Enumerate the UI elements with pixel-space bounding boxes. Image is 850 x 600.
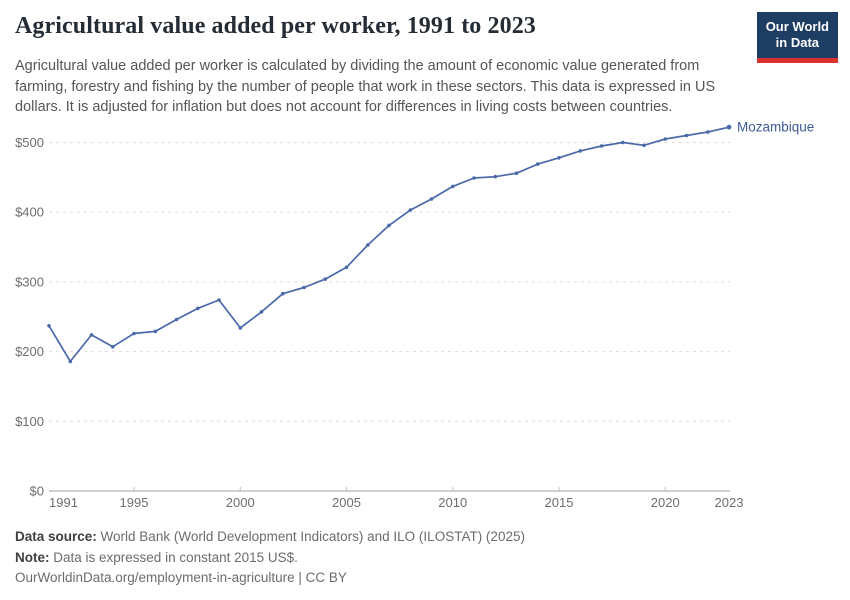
data-point[interactable] (536, 162, 540, 166)
data-point[interactable] (599, 144, 604, 148)
y-tick-label: $0 (30, 484, 44, 499)
owid-logo-line2: in Data (775, 35, 820, 51)
note-line: Note: Data is expressed in constant 2015… (15, 548, 525, 569)
chart-footer: Data source: World Bank (World Developme… (15, 527, 525, 589)
y-tick-label: $500 (15, 135, 44, 150)
data-point[interactable] (578, 149, 583, 153)
x-tick-label: 2005 (332, 495, 361, 510)
data-source-line: Data source: World Bank (World Developme… (15, 527, 525, 548)
data-point[interactable] (642, 143, 646, 148)
x-tick-label: 2015 (545, 495, 574, 510)
data-point[interactable] (472, 176, 476, 180)
x-tick-label: 2023 (715, 495, 744, 510)
data-point[interactable] (684, 133, 689, 138)
data-point[interactable] (111, 344, 115, 349)
data-point[interactable] (174, 317, 179, 322)
data-point[interactable] (344, 265, 349, 270)
data-line-mozambique[interactable] (48, 126, 730, 363)
owid-logo[interactable]: Our World in Data (756, 12, 838, 63)
data-point[interactable] (557, 156, 561, 160)
citation-link[interactable]: OurWorldinData.org/employment-in-agricul… (15, 570, 347, 585)
data-point[interactable] (153, 329, 158, 334)
data-point[interactable] (68, 359, 73, 364)
x-tick-label: 1995 (120, 495, 149, 510)
data-point[interactable] (663, 137, 668, 141)
data-point[interactable] (706, 130, 710, 134)
line-chart[interactable]: $0 $100 $200 $300 $400 $500 1991 1995 2000 2005 20… (0, 110, 850, 515)
data-source-label: Data source: (15, 529, 97, 544)
data-point[interactable] (451, 184, 455, 189)
data-point[interactable] (47, 324, 51, 328)
data-point[interactable] (302, 285, 306, 290)
x-tick-label: 2000 (226, 495, 255, 510)
note-text: Data is expressed in constant 2015 US$. (53, 549, 298, 565)
data-point[interactable] (89, 333, 94, 337)
data-point[interactable] (323, 277, 328, 281)
data-point[interactable] (726, 124, 732, 130)
page-title: Agricultural value added per worker, 199… (15, 13, 536, 39)
y-tick-label: $200 (15, 344, 44, 359)
x-tick-label: 2010 (438, 495, 467, 510)
data-point[interactable] (366, 243, 370, 247)
x-tick-label: 1991 (49, 495, 78, 510)
chart-subtitle: Agricultural value added per worker is c… (15, 58, 716, 116)
data-point[interactable] (621, 140, 625, 145)
series-label-mozambique[interactable]: Mozambique (737, 120, 814, 135)
data-source-text: World Bank (World Development Indicators… (100, 529, 525, 544)
data-point[interactable] (132, 331, 136, 336)
y-tick-label: $100 (15, 414, 44, 429)
data-point[interactable] (514, 171, 519, 175)
data-point[interactable] (281, 291, 285, 296)
data-point[interactable] (238, 326, 243, 330)
data-point[interactable] (217, 298, 221, 302)
y-tick-label: $400 (15, 205, 44, 220)
data-point[interactable] (259, 310, 264, 314)
y-tick-label: $300 (15, 274, 44, 289)
note-label: Note: (15, 549, 50, 565)
data-point[interactable] (408, 208, 413, 212)
data-point[interactable] (429, 197, 434, 201)
data-point[interactable] (387, 223, 391, 228)
data-point[interactable] (493, 174, 498, 179)
owid-logo-line1: Our World (765, 19, 829, 34)
data-point[interactable] (196, 306, 200, 311)
x-tick-label: 2020 (651, 495, 680, 510)
